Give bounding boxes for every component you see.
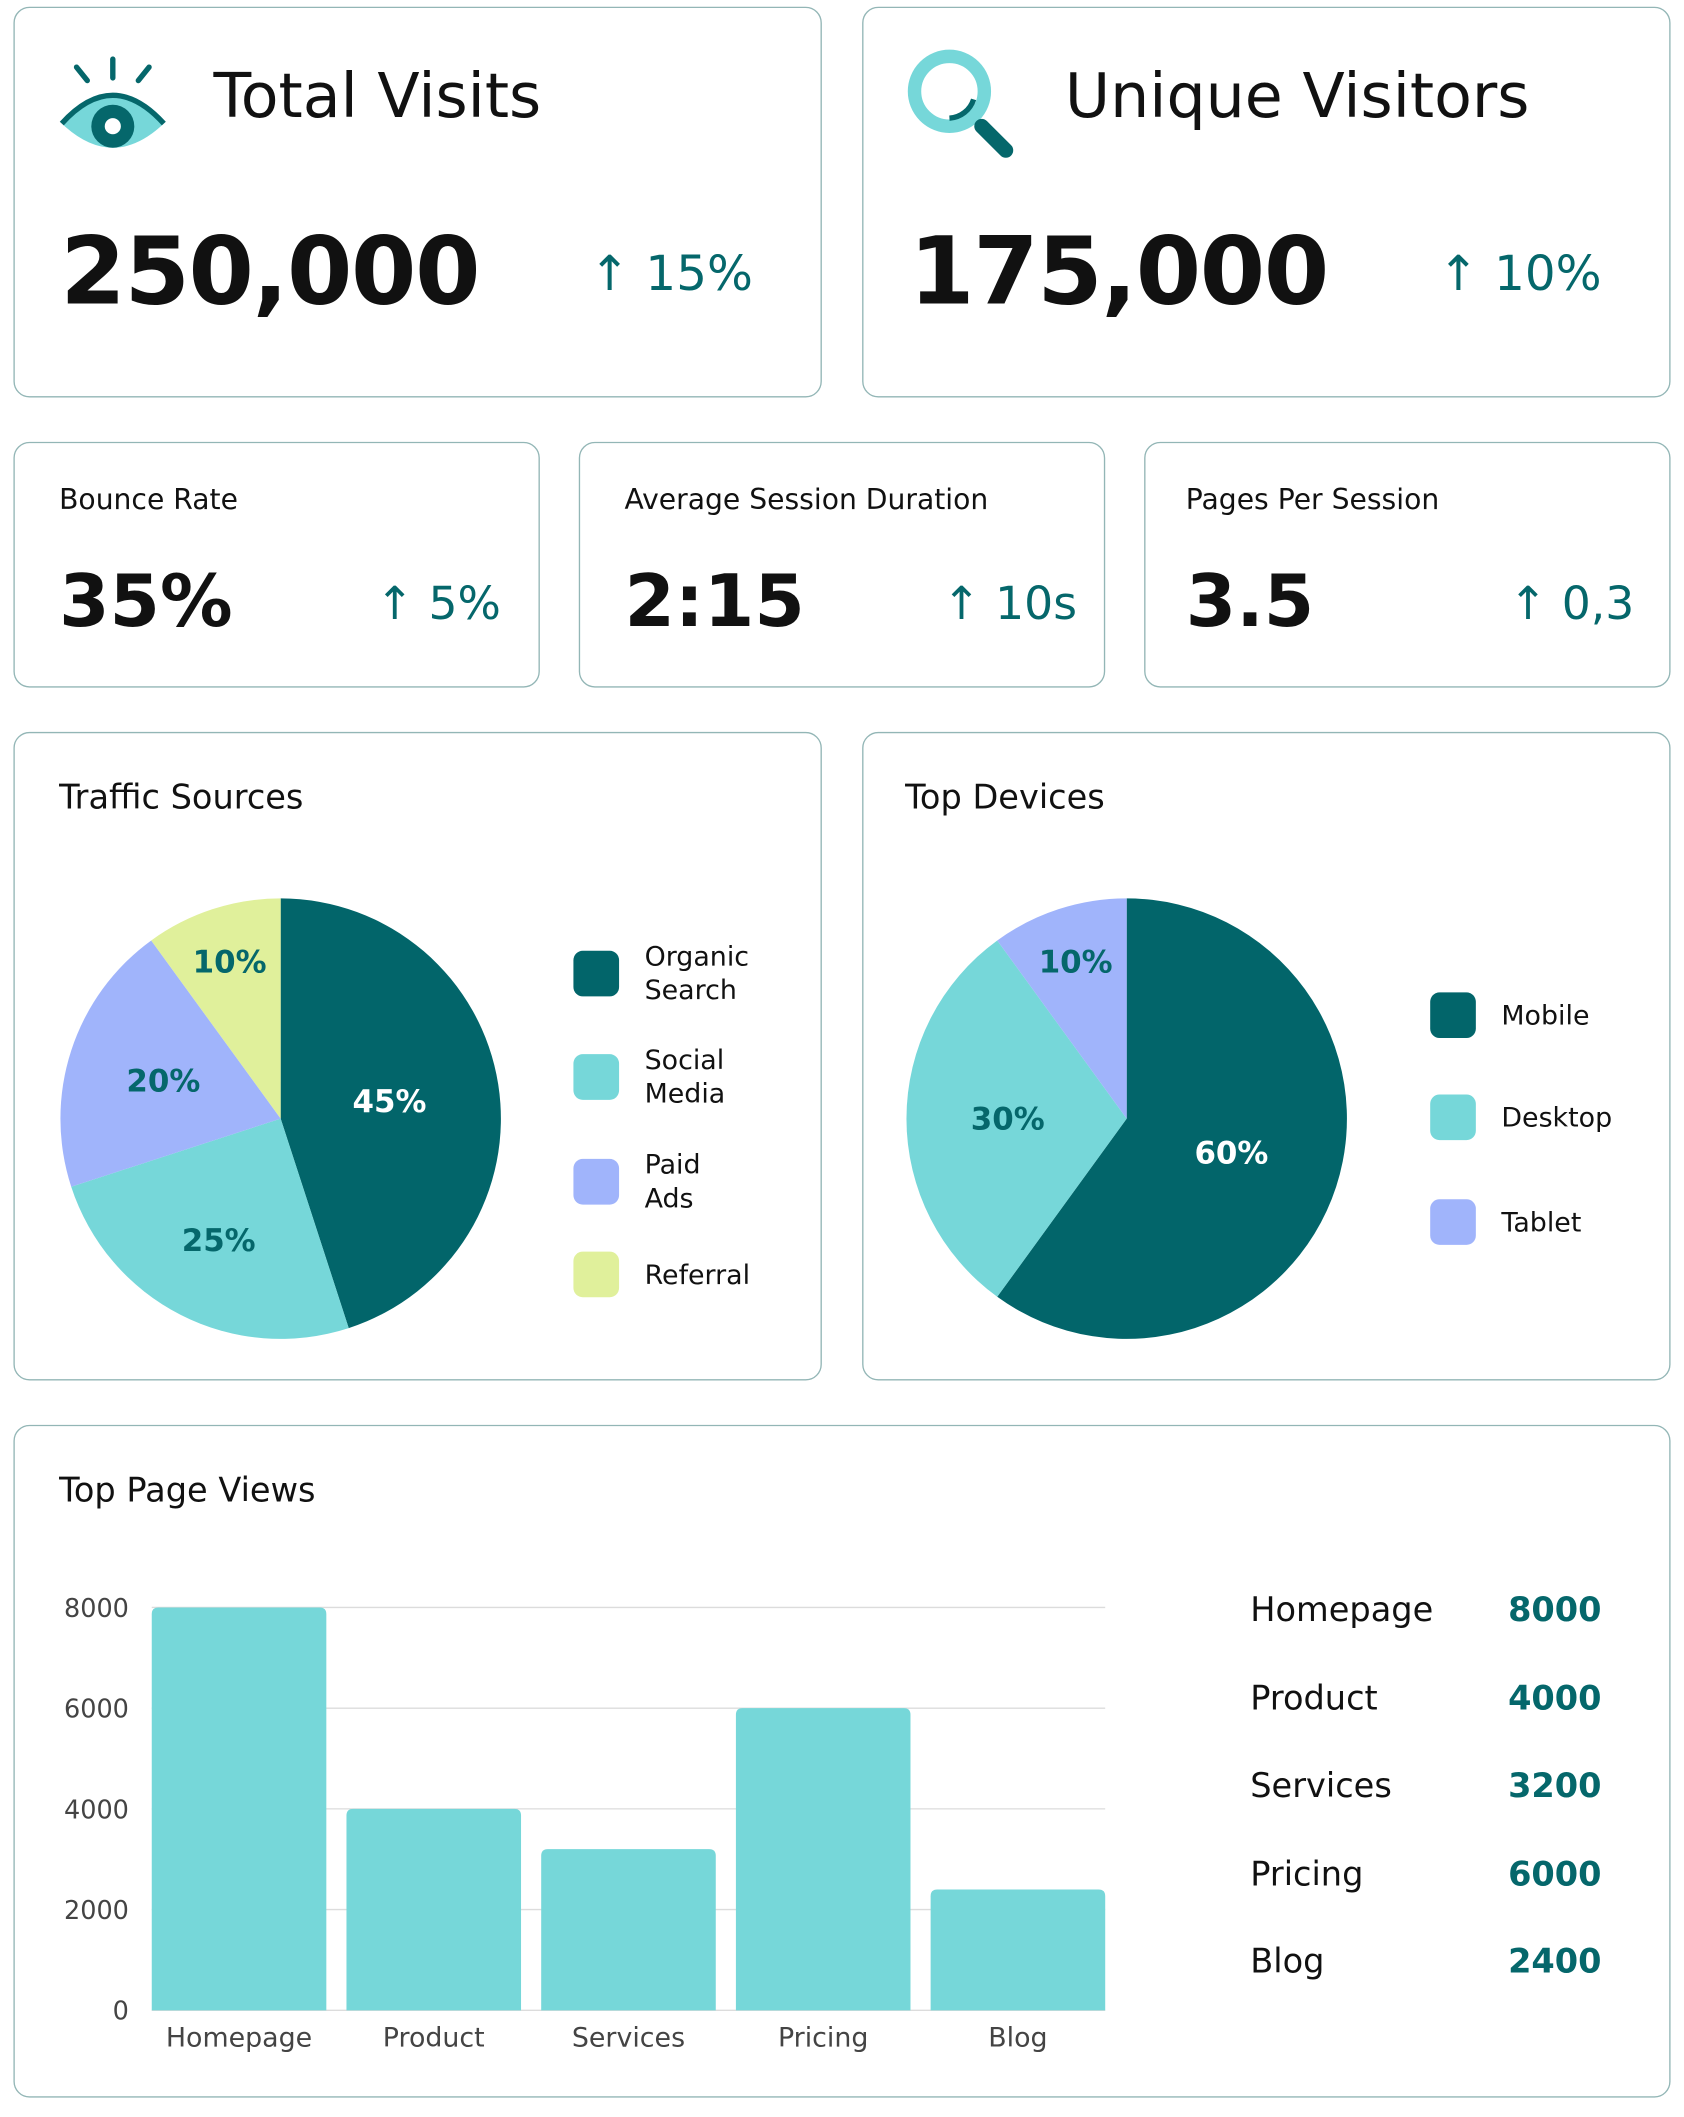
legend-label: Tablet (1501, 1205, 1582, 1238)
delta-value: 15% (645, 247, 753, 303)
x-tick-label: Blog (988, 2023, 1047, 2054)
traffic-sources-pie: 45% 25% 20% 10% (60, 898, 501, 1339)
x-tick-label: Pricing (778, 2023, 868, 2054)
legend-label: Desktop (1501, 1100, 1613, 1133)
delta-value: 0,3 (1561, 577, 1635, 632)
arrow-up-icon: ↑ (589, 247, 631, 303)
slice-label: 45% (352, 1084, 426, 1120)
bar-homepage (151, 1607, 327, 2011)
traffic-sources-card: Traffic Sources 45% 25% 20% 10% Organic Sear… (13, 731, 822, 1381)
table-page: Homepage (1250, 1589, 1434, 1629)
legend-label: Organic Search (644, 940, 750, 1006)
legend-swatch (573, 1158, 620, 1205)
delta-value: 10s (995, 577, 1078, 632)
legend-swatch (1430, 1094, 1476, 1141)
legend-swatch (1430, 1199, 1476, 1245)
chart-title: Top Page Views (59, 1470, 316, 1510)
metric-value: 35% (59, 558, 233, 644)
top-devices-pie: 60% 30% 10% (906, 898, 1347, 1339)
bar-blog (930, 1889, 1106, 2011)
kpi-delta: ↑ 15% (590, 247, 753, 302)
y-tick-label: 0 (113, 1997, 129, 2027)
slice-label: 25% (182, 1223, 256, 1259)
y-tick-label: 8000 (64, 1594, 129, 1624)
metric-delta: ↑ 5% (376, 577, 501, 631)
metric-delta: ↑ 0,3 (1509, 577, 1634, 631)
slice-label: 60% (1194, 1135, 1268, 1171)
pie-slice-referral (151, 898, 281, 1119)
kpi-value: 175,000 (909, 216, 1329, 327)
chart-title: Traffic Sources (59, 777, 304, 817)
kpi-value: 250,000 (60, 216, 480, 327)
kpi-title: Unique Visitors (1064, 59, 1530, 132)
chart-title: Top Devices (905, 777, 1105, 817)
legend-label: Mobile (1501, 998, 1590, 1031)
legend-label: Paid Ads (644, 1148, 701, 1214)
delta-value: 10% (1494, 247, 1602, 303)
table-views: 6000 (1508, 1853, 1602, 1893)
table-page: Product (1250, 1677, 1378, 1717)
slice-label: 10% (193, 944, 267, 980)
session-duration-card: Average Session Duration 2:15 ↑ 10s (578, 441, 1106, 688)
table-views: 2400 (1508, 1941, 1602, 1981)
bounce-rate-card: Bounce Rate 35% ↑ 5% (13, 441, 540, 688)
metric-delta: ↑ 10s (942, 577, 1077, 631)
y-tick-label: 4000 (64, 1795, 129, 1825)
slice-label: 20% (126, 1063, 200, 1099)
table-page: Blog (1250, 1941, 1325, 1981)
arrow-up-icon: ↑ (942, 577, 981, 632)
pie-slice-social-media (71, 1118, 349, 1339)
page-views-bar-chart: 0 2000 4000 6000 8000 Homepage Product Services… (64, 1594, 1106, 2054)
legend-label: Referral (644, 1257, 751, 1290)
y-tick-label: 6000 (64, 1695, 129, 1725)
top-devices-card: Top Devices 60% 30% 10% Mobile Desktop Table… (862, 731, 1671, 1381)
legend-swatch (573, 1251, 620, 1298)
table-views: 4000 (1508, 1677, 1602, 1717)
metric-title: Average Session Duration (624, 483, 989, 516)
x-tick-label: Services (572, 2023, 685, 2054)
arrow-up-icon: ↑ (1438, 247, 1479, 303)
metric-title: Bounce Rate (59, 483, 238, 516)
pie-slice-mobile (997, 898, 1347, 1339)
table-views: 3200 (1508, 1765, 1602, 1805)
kpi-delta: ↑ 10% (1438, 247, 1601, 302)
arrow-up-icon: ↑ (375, 577, 414, 632)
bar-pricing (735, 1708, 911, 2011)
kpi-title: Total Visits (213, 59, 542, 132)
bar-services (541, 1849, 716, 2011)
pie-slice-paid-ads (60, 940, 281, 1187)
y-tick-label: 2000 (64, 1896, 129, 1926)
metric-title: Pages Per Session (1185, 483, 1440, 516)
legend-swatch (573, 950, 620, 997)
x-tick-label: Homepage (166, 2023, 312, 2054)
pie-slice-tablet (997, 898, 1127, 1119)
legend-label: Social Media (644, 1043, 726, 1110)
legend-swatch (573, 1054, 620, 1100)
delta-value: 5% (428, 577, 501, 632)
pages-per-session-card: Pages Per Session 3.5 ↑ 0,3 (1144, 441, 1671, 688)
pie-slice-organic-search (280, 898, 501, 1329)
slice-label: 30% (971, 1101, 1045, 1137)
metric-value: 3.5 (1185, 558, 1315, 644)
legend-swatch (1430, 992, 1476, 1039)
unique-visitors-card: Unique Visitors 175,000 ↑ 10% (862, 6, 1671, 398)
x-tick-label: Product (383, 2023, 485, 2054)
magnifier-icon (907, 49, 1014, 158)
total-visits-card: Total Visits 250,000 ↑ 15% (13, 6, 822, 398)
top-page-views-card: Top Page Views 0 2000 4000 6000 8000 Homepage… (13, 1424, 1671, 2098)
table-page: Services (1250, 1765, 1392, 1805)
slice-label: 10% (1039, 944, 1113, 980)
table-page: Pricing (1250, 1853, 1364, 1893)
eye-icon (59, 56, 166, 148)
bar-product (346, 1808, 522, 2011)
arrow-up-icon: ↑ (1508, 577, 1548, 632)
table-views: 8000 (1508, 1589, 1602, 1629)
metric-value: 2:15 (624, 558, 805, 644)
pie-slice-desktop (906, 940, 1127, 1297)
